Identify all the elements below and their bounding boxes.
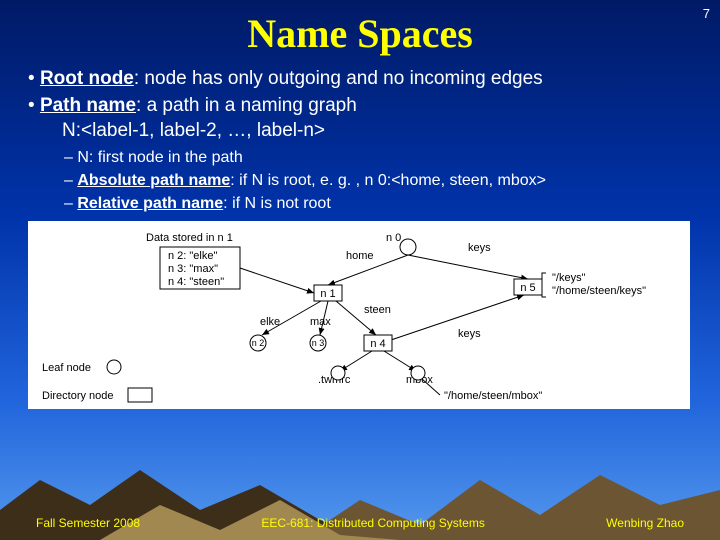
abs-rest: : if N is root, e. g. , n 0:<home, steen… xyxy=(230,172,546,189)
svg-text:n 5: n 5 xyxy=(520,282,535,294)
bullet-rel: Relative path name: if N is not root xyxy=(28,194,692,215)
root-label: Root node xyxy=(40,68,134,89)
footer-left: Fall Semester 2008 xyxy=(36,516,140,530)
footer-center: EEC-681: Distributed Computing Systems xyxy=(261,516,484,530)
svg-text:elke: elke xyxy=(260,316,280,328)
svg-text:Data stored in n 1: Data stored in n 1 xyxy=(146,232,233,244)
svg-text:n 0: n 0 xyxy=(386,232,401,244)
svg-text:"/home/steen/mbox": "/home/steen/mbox" xyxy=(444,390,542,402)
svg-text:home: home xyxy=(346,250,374,262)
root-rest: : node has only outgoing and no incoming… xyxy=(134,68,543,89)
svg-text:Leaf node: Leaf node xyxy=(42,362,91,374)
footer-right: Wenbing Zhao xyxy=(606,516,684,530)
svg-text:n 2: n 2 xyxy=(252,338,265,348)
svg-text:n 4: n 4 xyxy=(370,338,385,350)
svg-text:max: max xyxy=(310,316,331,328)
slide-title: Name Spaces xyxy=(0,0,720,67)
svg-text:"/home/steen/keys": "/home/steen/keys" xyxy=(552,285,646,297)
footer: Fall Semester 2008 EEC-681: Distributed … xyxy=(0,516,720,530)
bullet-n-first: N: first node in the path xyxy=(28,148,692,169)
svg-text:n 3: n 3 xyxy=(312,338,325,348)
path-notation: N:<label-1, label-2, …, label-n> xyxy=(28,120,692,142)
bullet-root: Root node: node has only outgoing and no… xyxy=(28,67,692,92)
svg-text:keys: keys xyxy=(468,242,491,254)
bullet-abs: Absolute path name: if N is root, e. g. … xyxy=(28,171,692,192)
svg-text:n 1: n 1 xyxy=(320,288,335,300)
path-label: Path name xyxy=(40,95,136,116)
svg-text:steen: steen xyxy=(364,304,391,316)
rel-rest: : if N is not root xyxy=(223,195,331,212)
svg-text:n 2: "elke": n 2: "elke" xyxy=(168,250,217,262)
svg-text:"/keys": "/keys" xyxy=(552,272,586,284)
naming-graph-diagram: homekeyselkemaxsteenkeys.twmrcmboxn 0n 1… xyxy=(28,221,690,409)
rel-label: Relative path name xyxy=(77,195,223,212)
svg-text:n 4: "steen": n 4: "steen" xyxy=(168,276,224,288)
path-rest: : a path in a naming graph xyxy=(136,95,357,116)
svg-text:Directory node: Directory node xyxy=(42,390,114,402)
svg-text:keys: keys xyxy=(458,328,481,340)
bullet-path: Path name: a path in a naming graph xyxy=(28,94,692,119)
abs-label: Absolute path name xyxy=(77,172,230,189)
content-area: Root node: node has only outgoing and no… xyxy=(0,67,720,409)
svg-text:n 3: "max": n 3: "max" xyxy=(168,263,218,275)
